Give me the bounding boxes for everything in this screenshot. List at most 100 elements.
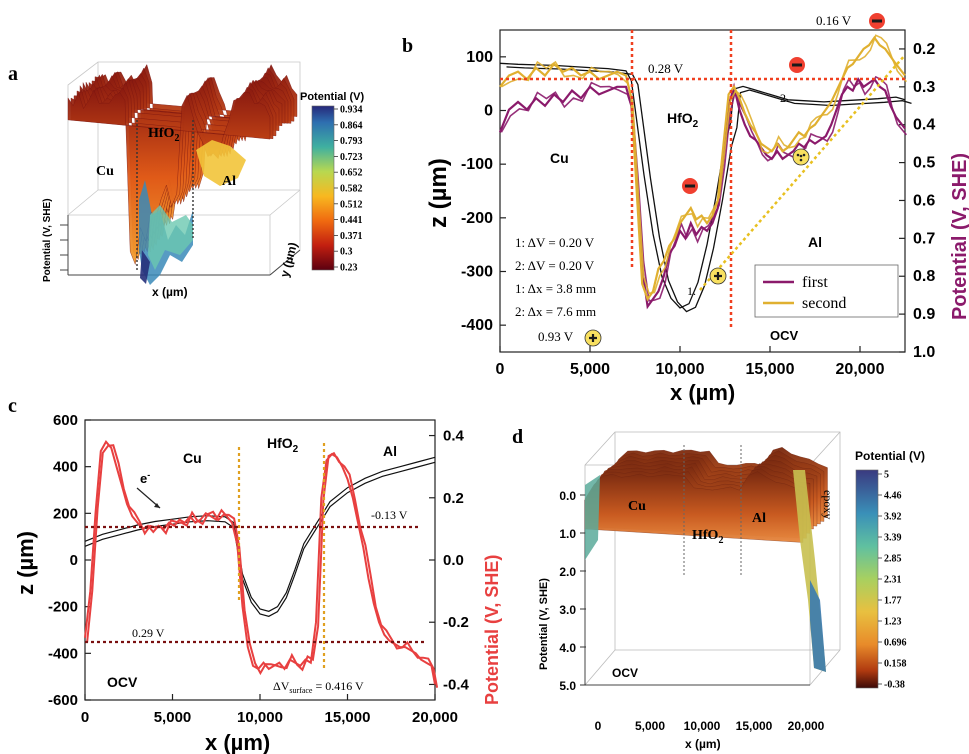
y-tick-label: -300 [461, 264, 493, 281]
x-tick-label: 20,000 [788, 719, 825, 733]
panel-b-x-ticks: 0 5,000 10,000 15,000 20,000 [496, 346, 885, 378]
colorbar-tick-label: 1.77 [884, 596, 902, 607]
panel-d-z-ticks: 0.0 1.0 2.0 3.0 4.0 5.0 [559, 489, 586, 693]
y2-tick-label: 0.4 [443, 428, 465, 445]
colorbar-tick-label: 0.441 [340, 215, 363, 226]
panel-a-trench-bottom [140, 250, 150, 284]
x-tick-label: 15,000 [746, 361, 795, 378]
panel-c-electron-arrowhead [154, 503, 160, 508]
x-tick-label: 20,000 [836, 361, 885, 378]
x-tick-label: 20,000 [412, 709, 458, 726]
y-tick-label: 200 [53, 505, 78, 522]
y2-tick-label: 0.0 [443, 552, 464, 569]
panel-b-plus-marker-1 [709, 267, 727, 285]
colorbar-tick-label: 0.3 [340, 247, 353, 258]
panel-a-al-yellow [196, 140, 246, 186]
panel-b-dx2: 2: Δx = 7.6 mm [515, 304, 596, 319]
panel-b-minus-marker-3 [682, 178, 698, 194]
panel-b-minus-marker-2 [869, 13, 885, 29]
panel-a-z-ticks [60, 215, 301, 276]
y2-tick-label: 0.6 [913, 192, 935, 209]
colorbar-tick-label: 0.793 [340, 136, 363, 147]
y2-tick-label: 0.4 [913, 117, 935, 134]
panel-b-legend-second: second [802, 295, 846, 312]
x-tick-label: 0 [595, 719, 602, 733]
x-tick-label: 0 [81, 709, 89, 726]
colorbar-tick-label: 3.39 [884, 533, 902, 544]
colorbar-tick-label: -0.38 [884, 680, 905, 691]
panel-c: c 600 400 200 0 -200 -400 -600 -0.4 -0.2 0.0 0.2 0… [8, 395, 502, 754]
panel-b-region-hfo2: HfO2 [667, 110, 699, 130]
panel-c-label-029: 0.29 V [132, 626, 165, 640]
x-tick-label: 10,000 [656, 361, 705, 378]
colorbar-tick-label: 5 [884, 470, 889, 481]
y-tick-label: -400 [461, 317, 493, 334]
x-tick-label: 5,000 [570, 361, 610, 378]
panel-b-dv1: 1: ΔV = 0.20 V [515, 235, 595, 250]
panel-a-region-cu: Cu [96, 164, 114, 179]
colorbar-tick-label: 0.158 [884, 659, 907, 670]
panel-c-region-al: Al [383, 443, 397, 459]
y-tick-label: 100 [466, 49, 493, 66]
y2-tick-label: 0.8 [913, 268, 935, 285]
colorbar-tick-label: 0.723 [340, 152, 363, 163]
z-tick-label: 0.0 [559, 489, 576, 503]
colorbar-tick-label: 0.652 [340, 168, 363, 179]
panel-a-surface-strip [67, 89, 271, 266]
panel-label-c: c [8, 395, 17, 417]
panel-b-ocv: OCV [770, 328, 799, 343]
panel-b-label-016: 0.16 V [816, 13, 852, 28]
colorbar-tick-label: 4.46 [884, 491, 902, 502]
panel-d-x-ticks: 0 5,000 10,000 15,000 20,000 [595, 719, 825, 733]
panel-b-profile-line-1 [499, 62, 906, 309]
panel-b-y2-label: Potential (V, SHE) [949, 153, 969, 320]
y-tick-label: -400 [48, 645, 78, 662]
panel-b-series-second-repeat [501, 34, 908, 295]
panel-d-x-label: x (µm) [685, 737, 721, 751]
x-tick-label: 15,000 [325, 709, 371, 726]
z-tick-label: 5.0 [559, 679, 576, 693]
panel-b-y-label: z (µm) [425, 158, 452, 228]
panel-d-surface [584, 447, 828, 672]
panel-b-gradient-line [699, 54, 906, 291]
panel-d-region-cu: Cu [628, 499, 646, 514]
y2-tick-label: -0.2 [443, 614, 469, 631]
panel-b-series-first-repeat [500, 75, 908, 302]
panel-c-y2-ticks: -0.4 -0.2 0.0 0.2 0.4 [429, 428, 470, 693]
y2-tick-label: 0.7 [913, 230, 935, 247]
colorbar-tick-label: 0.864 [340, 120, 363, 131]
panel-c-x-label: x (µm) [205, 730, 270, 754]
colorbar-tick-label: 0.696 [884, 638, 907, 649]
panel-c-potential-line-1 [84, 440, 436, 685]
y-tick-label: 0 [484, 103, 493, 120]
panel-c-y2-label: Potential (V, SHE) [482, 555, 502, 705]
colorbar-tick-label: 0.512 [340, 199, 363, 210]
panel-d-region-hfo2: HfO2 [692, 528, 723, 546]
panel-d-ocv: OCV [612, 666, 638, 680]
z-tick-label: 2.0 [559, 565, 576, 579]
y2-tick-label: -0.4 [443, 676, 470, 693]
x-tick-label: 5,000 [154, 709, 192, 726]
panel-b-region-cu: Cu [550, 150, 569, 166]
panel-d-colorbar [855, 469, 879, 689]
y2-tick-label: 0.9 [913, 306, 935, 323]
panel-d: d 0.0 1.0 2.0 3.0 4.0 5.0 0 5,000 10,000 15,000 2… [512, 426, 925, 751]
panel-d-colorbar-title: Potential (V) [855, 449, 925, 463]
panel-label-b: b [402, 35, 413, 57]
panel-label-d: d [512, 426, 523, 448]
x-tick-label: 0 [496, 361, 505, 378]
x-tick-label: 15,000 [736, 719, 773, 733]
panel-b-y-ticks: 100 0 -100 -200 -300 -400 [461, 49, 506, 334]
panel-c-dv-surface: ΔVsurface = 0.416 V [273, 679, 364, 695]
panel-d-region-epoxy: epoxy [821, 490, 835, 519]
panel-c-label-013: -0.13 V [371, 508, 408, 522]
x-tick-label: 5,000 [635, 719, 665, 733]
panel-d-z-label: Potential (V, SHE) [538, 578, 550, 670]
panel-b-legend [754, 264, 899, 318]
colorbar-tick-label: 1.23 [884, 617, 902, 628]
panel-b-minus-marker-1 [789, 57, 805, 73]
panel-a-x-label: x (µm) [152, 285, 188, 299]
panel-d-surface-strip [584, 471, 804, 543]
panel-d-region-al: Al [752, 511, 766, 526]
y2-tick-label: 1.0 [913, 344, 935, 361]
